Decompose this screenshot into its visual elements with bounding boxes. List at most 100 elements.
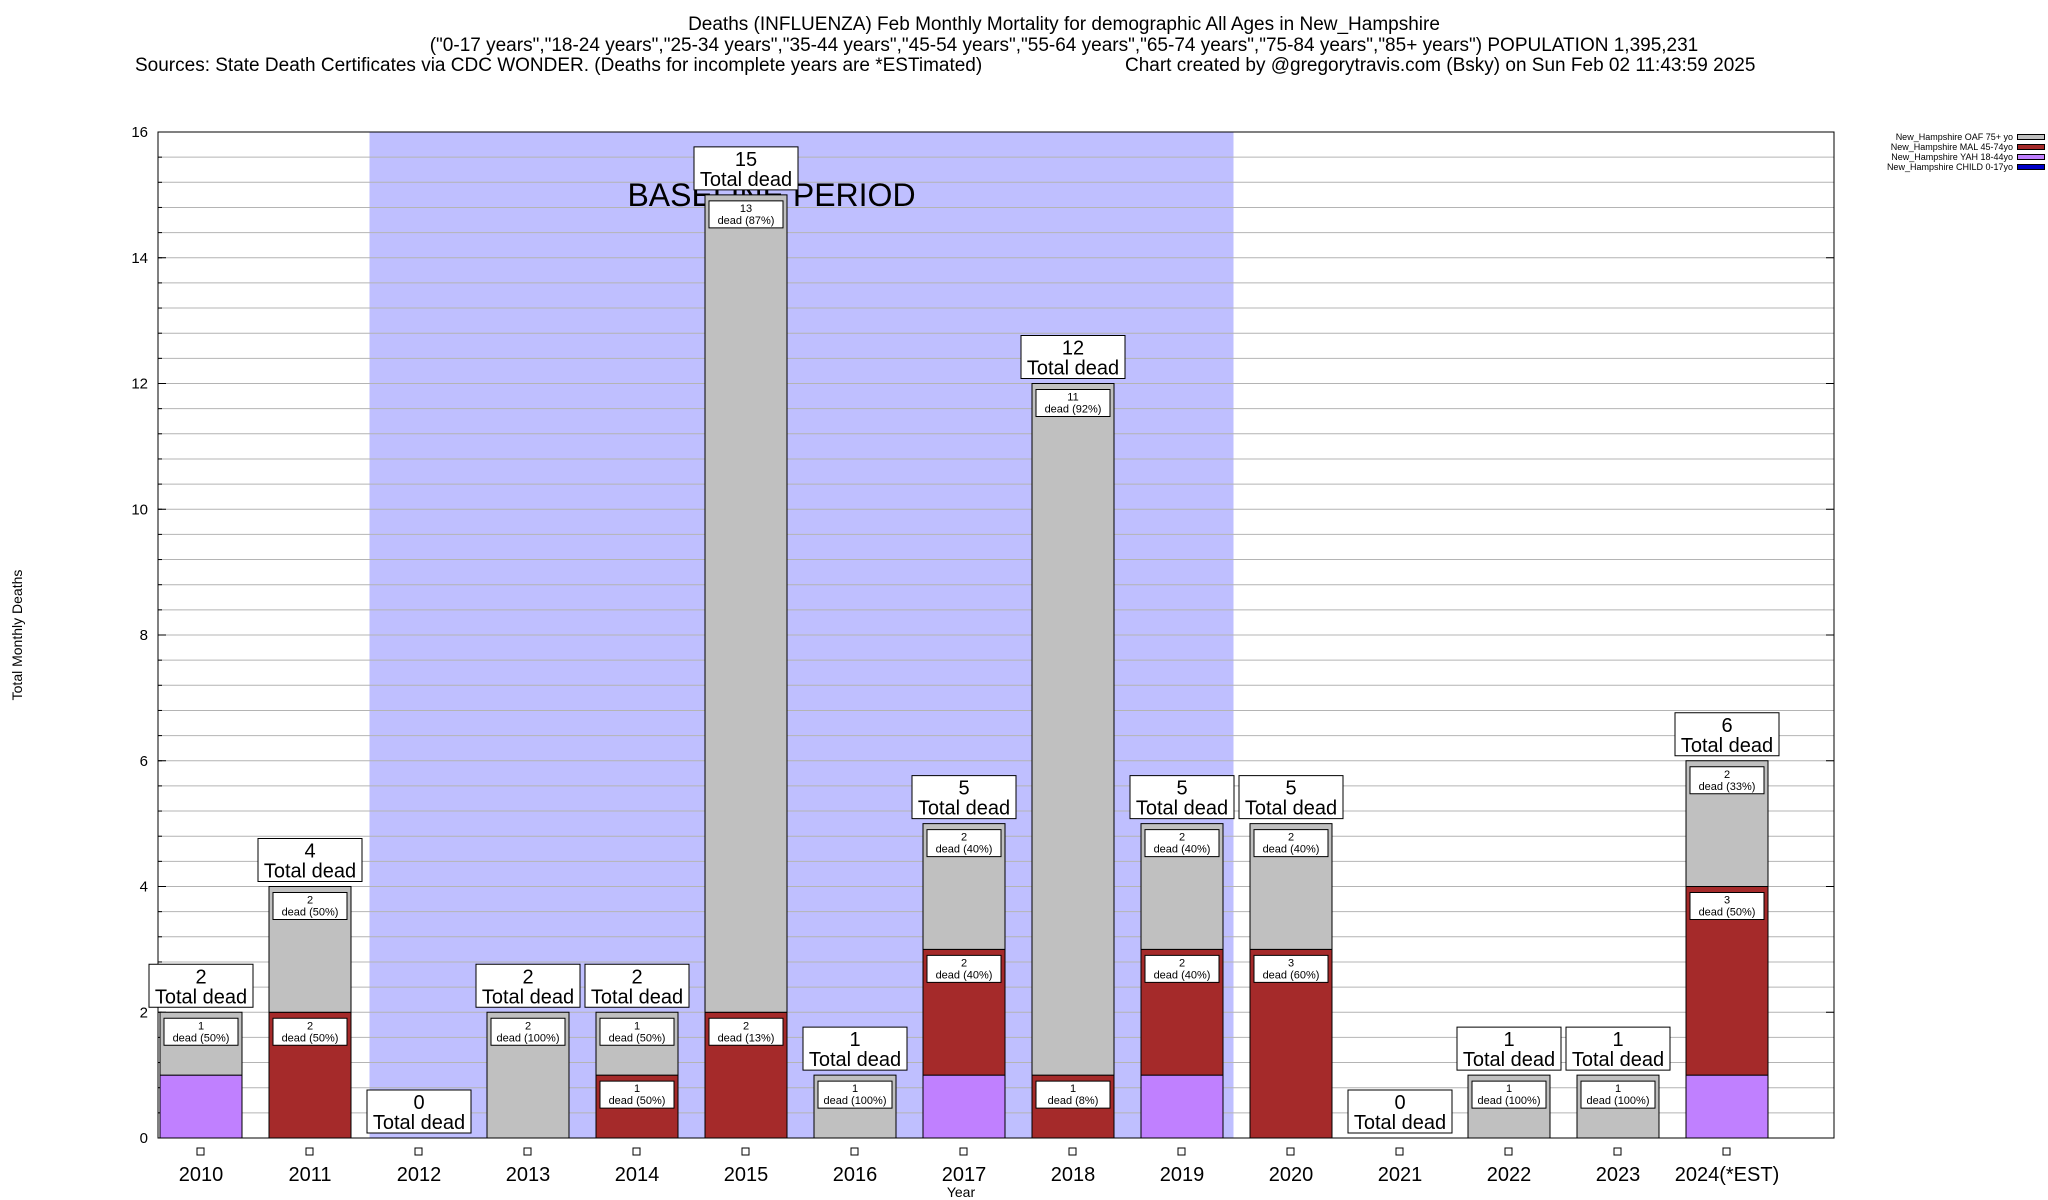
total-label-count: 0 [413, 1092, 424, 1114]
x-tick-label: 2022 [1487, 1164, 1532, 1186]
segment-label-box [272, 892, 348, 920]
segment-label-percent: dead (87%) [718, 215, 775, 227]
segment-label-box [708, 200, 784, 229]
segment-label-count: 2 [1724, 769, 1730, 781]
segment-label-percent: dead (92%) [1045, 404, 1102, 416]
bar-segment [1685, 1074, 1769, 1139]
bar-segment [922, 1074, 1006, 1139]
segment-label-percent: dead (100%) [824, 1095, 887, 1107]
segment-label-box [1035, 1080, 1111, 1109]
x-tick-label: 2012 [397, 1164, 442, 1186]
segment-label-percent: dead (33%) [1699, 781, 1756, 793]
credit-text: Chart created by @gregorytravis.com (Bsk… [1125, 55, 1756, 76]
legend-label: New_Hampshire CHILD 0-17yo [1886, 162, 2013, 172]
segment-label-count: 2 [1179, 832, 1185, 844]
total-label-box [1347, 1089, 1453, 1134]
total-label-box [911, 775, 1017, 820]
x-tick-marker [523, 1147, 532, 1156]
total-label-count: 15 [735, 149, 757, 171]
x-tick-marker [1613, 1147, 1622, 1156]
segment-label-count: 2 [307, 895, 313, 907]
segment-label-count: 3 [1288, 957, 1294, 969]
total-label-box [1456, 1026, 1562, 1071]
segment-label-count: 1 [634, 1020, 640, 1032]
y-tick-label: 16 [131, 124, 148, 141]
segment-label-box [926, 829, 1002, 858]
segment-label-percent: dead (40%) [936, 969, 993, 981]
total-label-text: Total dead [1681, 735, 1773, 757]
segment-label-count: 2 [525, 1020, 531, 1032]
total-label-text: Total dead [809, 1049, 901, 1071]
x-axis-label: Year [947, 1184, 976, 1200]
sources-text: Sources: State Death Certificates via CD… [135, 55, 983, 76]
total-label-box [1565, 1026, 1671, 1071]
x-tick-label: 2010 [179, 1164, 224, 1186]
segment-label-count: 1 [1615, 1083, 1621, 1095]
legend-swatch [2017, 144, 2045, 150]
legend-label: New_Hampshire OAF 75+ yo [1895, 132, 2013, 142]
segment-label-box [599, 1017, 675, 1046]
total-label-count: 5 [958, 778, 969, 800]
segment-label-count: 1 [198, 1020, 204, 1032]
y-tick-label: 14 [131, 250, 148, 267]
segment-label-percent: dead (50%) [609, 1032, 666, 1044]
segment-label-count: 3 [1724, 895, 1730, 907]
legend-item: New_Hampshire OAF 75+ yo [1800, 132, 2045, 142]
total-label-text: Total dead [1572, 1049, 1664, 1071]
segment-label-percent: dead (100%) [497, 1032, 560, 1044]
x-tick-marker [741, 1147, 750, 1156]
x-tick-label: 2013 [506, 1164, 551, 1186]
segment-label-box [1689, 892, 1765, 920]
total-label-text: Total dead [482, 986, 574, 1008]
x-tick-label: 2016 [833, 1164, 878, 1186]
total-label-box [148, 963, 254, 1008]
legend-label: New_Hampshire MAL 45-74yo [1890, 142, 2013, 152]
legend-swatch [2017, 164, 2045, 170]
total-label-count: 1 [1503, 1029, 1514, 1051]
segment-label-box [1471, 1080, 1547, 1109]
segment-label-box [599, 1080, 675, 1109]
x-tick-marker [850, 1147, 859, 1156]
segment-label-box [1144, 954, 1220, 983]
segment-label-count: 2 [307, 1020, 313, 1032]
x-tick-label: 2019 [1160, 1164, 1205, 1186]
total-label-count: 5 [1285, 778, 1296, 800]
segment-label-box [163, 1017, 239, 1046]
segment-label-box [272, 1017, 348, 1046]
segment-label-box [1144, 829, 1220, 858]
legend: New_Hampshire OAF 75+ yo New_Hampshire M… [1800, 132, 2045, 172]
segment-label-box [490, 1017, 566, 1046]
x-tick-marker [1286, 1147, 1295, 1156]
x-tick-marker [1395, 1147, 1404, 1156]
segment-label-percent: dead (50%) [1699, 907, 1756, 919]
total-label-text: Total dead [1027, 358, 1119, 380]
bar-segment [159, 1074, 243, 1139]
total-label-box [584, 963, 690, 1008]
y-tick-label: 0 [140, 1130, 148, 1147]
segment-label-count: 2 [1288, 832, 1294, 844]
segment-label-count: 1 [634, 1083, 640, 1095]
total-label-box [1129, 775, 1235, 820]
x-tick-label: 2020 [1269, 1164, 1314, 1186]
x-tick-marker [1177, 1147, 1186, 1156]
total-label-count: 0 [1394, 1092, 1405, 1114]
segment-label-count: 2 [1179, 957, 1185, 969]
legend-label: New_Hampshire YAH 18-44yo [1891, 152, 2013, 162]
segment-label-box [926, 954, 1002, 983]
segment-label-percent: dead (60%) [1263, 969, 1320, 981]
total-label-box [366, 1089, 472, 1134]
x-tick-marker [959, 1147, 968, 1156]
x-tick-marker [414, 1147, 423, 1156]
bar-segment [1031, 383, 1115, 1076]
segment-label-percent: dead (50%) [282, 907, 339, 919]
segment-label-count: 13 [740, 203, 752, 215]
segment-label-count: 1 [1070, 1083, 1076, 1095]
bar-segment [704, 194, 788, 1013]
x-tick-label: 2015 [724, 1164, 769, 1186]
x-tick-marker [1504, 1147, 1513, 1156]
x-tick-label: 2018 [1051, 1164, 1096, 1186]
segment-label-percent: dead (50%) [173, 1032, 230, 1044]
segment-label-box [1253, 954, 1329, 983]
segment-label-box [708, 1017, 784, 1046]
segment-label-percent: dead (13%) [718, 1032, 775, 1044]
